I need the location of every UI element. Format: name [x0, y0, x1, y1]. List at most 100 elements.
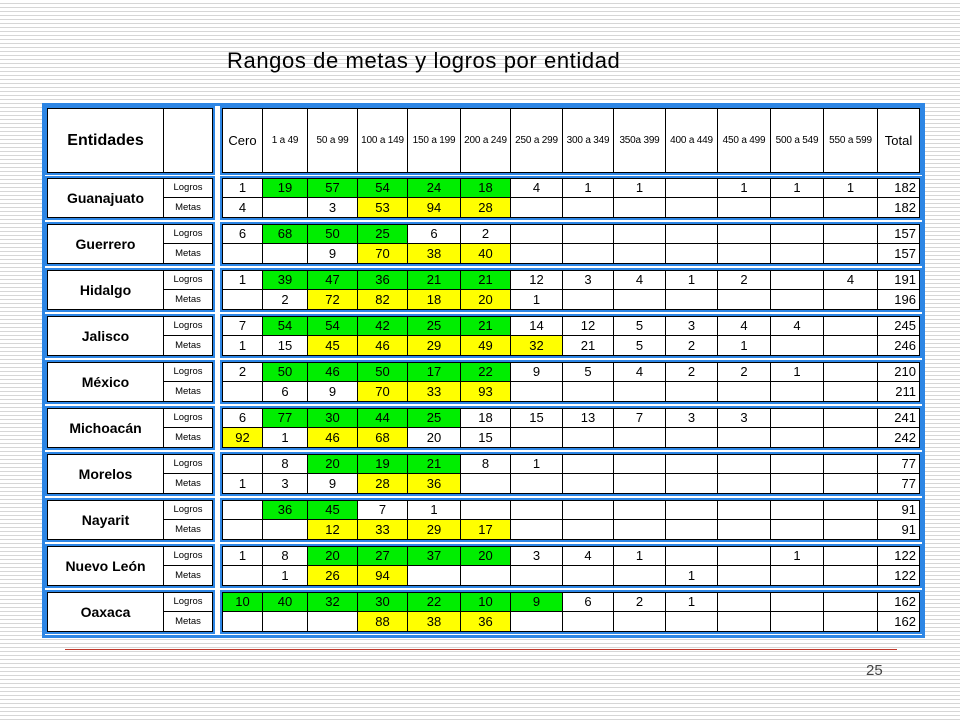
table-cell: 1	[223, 336, 263, 355]
table-cell	[824, 612, 878, 631]
table-cell	[614, 382, 666, 401]
table-cell	[563, 244, 614, 263]
table-cell: 21	[408, 455, 461, 474]
entity-name: Jalisco	[48, 317, 164, 355]
table-cell: 20	[408, 428, 461, 447]
table-cell	[771, 225, 824, 244]
table-cell	[771, 290, 824, 309]
table-cell	[771, 409, 824, 428]
entity-name: Nayarit	[48, 501, 164, 539]
table-cell: 40	[461, 244, 511, 263]
table-cell: 25	[358, 225, 408, 244]
entity-values-block: 1 39 47 36 21 21 12 3 4 1 2 4 191 2 72 82 18 20 1 196	[220, 268, 922, 312]
table-cell	[614, 428, 666, 447]
table-cell: 77	[263, 409, 308, 428]
table-cell: 28	[461, 198, 511, 217]
table-cell: 1	[666, 593, 718, 612]
total-cell: 210	[878, 363, 919, 382]
entity-name: Hidalgo	[48, 271, 164, 309]
table-cell: 30	[308, 409, 358, 428]
table-cell: 36	[461, 612, 511, 631]
table-cell: 12	[308, 520, 358, 539]
entity-values-block: 6 68 50 25 6 2 157 9 70 38 40 157	[220, 222, 922, 266]
table-cell: 32	[308, 593, 358, 612]
table-cell: 1	[666, 566, 718, 585]
table-cell: 25	[408, 317, 461, 336]
table-cell: 1	[771, 547, 824, 566]
table-cell: 46	[308, 428, 358, 447]
table-cell	[824, 520, 878, 539]
table-cell	[824, 566, 878, 585]
total-cell: 241	[878, 409, 919, 428]
table-cell: 3	[511, 547, 563, 566]
table-cell: 94	[358, 566, 408, 585]
table-cell	[511, 501, 563, 520]
table-cell	[824, 244, 878, 263]
table-cell	[614, 455, 666, 474]
table-cell	[718, 198, 771, 217]
data-table: Entidades Cero 1 a 49 50 a 99 100 a 149 150 a…	[42, 103, 925, 638]
header-cell-range: 450 a 499	[718, 109, 771, 172]
table-cell	[614, 225, 666, 244]
table-cell: 1	[223, 271, 263, 290]
table-cell	[511, 474, 563, 493]
header-cell-range: 50 a 99	[308, 109, 358, 172]
table-cell: 10	[461, 593, 511, 612]
table-cell: 1	[771, 363, 824, 382]
table-cell	[824, 363, 878, 382]
table-cell: 1	[223, 547, 263, 566]
table-cell: 50	[263, 363, 308, 382]
total-cell: 77	[878, 455, 919, 474]
header-cell-blank	[164, 109, 212, 172]
table-cell: 26	[308, 566, 358, 585]
table-cell	[666, 455, 718, 474]
table-cell	[563, 428, 614, 447]
row-type-column: Logros Metas	[164, 363, 212, 401]
table-cell: 3	[666, 409, 718, 428]
table-cell	[718, 428, 771, 447]
table-cell: 1	[666, 271, 718, 290]
header-cell-entidades: Entidades	[48, 109, 164, 172]
table-cell: 1	[511, 455, 563, 474]
table-cell: 6	[563, 593, 614, 612]
table-cell	[614, 474, 666, 493]
table-cell	[771, 244, 824, 263]
table-cell	[563, 566, 614, 585]
table-cell	[563, 290, 614, 309]
table-cell	[614, 501, 666, 520]
table-cell	[223, 382, 263, 401]
row-label-metas: Metas	[175, 478, 201, 489]
table-cell: 5	[563, 363, 614, 382]
table-cell	[308, 612, 358, 631]
table-cell	[511, 244, 563, 263]
table-cell: 20	[308, 547, 358, 566]
total-cell: 122	[894, 568, 916, 583]
entity-name: México	[48, 363, 164, 401]
table-cell	[824, 198, 878, 217]
table-cell: 1	[614, 179, 666, 198]
row-type-column: Logros Metas	[164, 179, 212, 217]
total-cell: 245	[878, 317, 919, 336]
entity-block: Nayarit Logros Metas	[45, 498, 215, 542]
table-cell: 28	[358, 474, 408, 493]
entity-values-block: 8 20 19 21 8 1 77 1 3 9 28 36 77	[220, 452, 922, 496]
table-cell	[771, 428, 824, 447]
row-label-logros: Logros	[164, 179, 212, 198]
table-cell: 47	[308, 271, 358, 290]
row-type-column: Logros Metas	[164, 409, 212, 447]
table-cell	[223, 520, 263, 539]
table-cell: 18	[461, 409, 511, 428]
table-cell	[771, 455, 824, 474]
table-cell	[718, 520, 771, 539]
table-cell	[718, 566, 771, 585]
table-cell: 72	[308, 290, 358, 309]
table-cell	[614, 198, 666, 217]
table-cell: 18	[461, 179, 511, 198]
table-cell: 9	[511, 593, 563, 612]
row-label-logros: Logros	[164, 225, 212, 244]
entity-name: Morelos	[48, 455, 164, 493]
table-cell	[771, 474, 824, 493]
entity-block: Guerrero Logros Metas	[45, 222, 215, 266]
table-cell: 53	[358, 198, 408, 217]
